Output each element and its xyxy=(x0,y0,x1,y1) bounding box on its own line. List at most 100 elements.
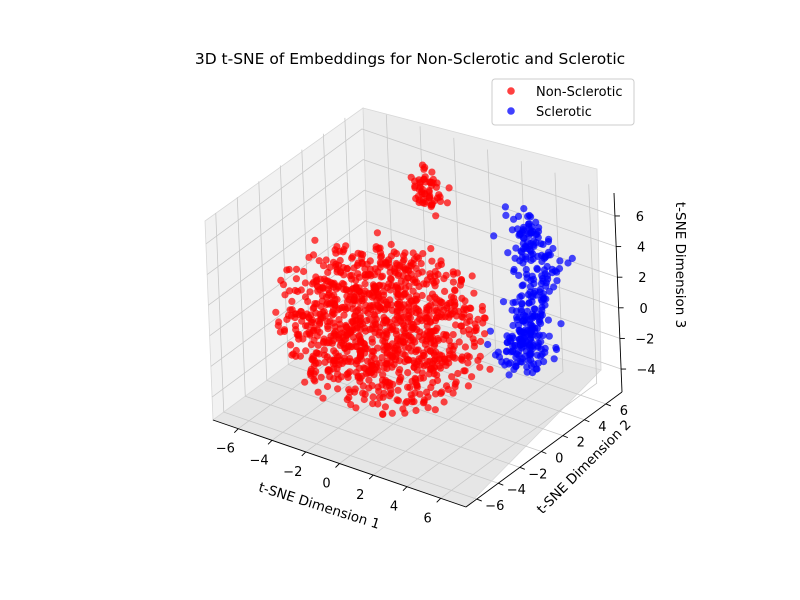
y-tick-label: −2 xyxy=(528,467,547,482)
point-non-sclerotic xyxy=(334,385,342,393)
point-non-sclerotic xyxy=(335,316,343,324)
point-non-sclerotic xyxy=(418,291,426,300)
point-non-sclerotic xyxy=(408,341,416,349)
point-non-sclerotic xyxy=(343,286,351,294)
point-non-sclerotic xyxy=(419,399,427,407)
point-non-sclerotic xyxy=(292,265,301,273)
point-non-sclerotic xyxy=(331,323,339,331)
point-sclerotic xyxy=(525,299,533,307)
point-non-sclerotic xyxy=(461,367,469,375)
point-non-sclerotic xyxy=(464,382,472,390)
point-non-sclerotic xyxy=(299,312,307,320)
x-tick-label: 2 xyxy=(356,488,364,503)
point-non-sclerotic xyxy=(312,309,320,317)
point-non-sclerotic xyxy=(420,362,428,370)
point-non-sclerotic xyxy=(395,369,403,377)
point-non-sclerotic xyxy=(401,343,409,351)
point-non-sclerotic xyxy=(350,312,359,320)
z-tick-label: −4 xyxy=(636,363,655,378)
point-non-sclerotic xyxy=(449,278,457,286)
point-non-sclerotic xyxy=(377,273,385,281)
point-non-sclerotic xyxy=(451,301,459,309)
point-non-sclerotic xyxy=(378,354,386,362)
point-sclerotic xyxy=(509,215,518,223)
legend-label-sclerotic: Sclerotic xyxy=(536,105,592,120)
point-non-sclerotic xyxy=(413,381,421,389)
point-non-sclerotic xyxy=(340,341,348,349)
point-non-sclerotic xyxy=(432,327,440,335)
point-non-sclerotic xyxy=(451,307,459,315)
point-non-sclerotic xyxy=(281,291,289,299)
point-non-sclerotic xyxy=(335,334,343,342)
y-axis-line xyxy=(465,391,623,508)
z-tick-label: 2 xyxy=(638,271,646,286)
point-sclerotic xyxy=(541,348,549,356)
point-sclerotic xyxy=(523,368,531,376)
point-non-sclerotic xyxy=(332,285,340,293)
point-sclerotic xyxy=(519,259,527,267)
point-non-sclerotic xyxy=(419,374,428,382)
point-non-sclerotic xyxy=(387,386,395,394)
point-non-sclerotic xyxy=(420,280,428,288)
point-non-sclerotic xyxy=(428,168,436,176)
point-non-sclerotic xyxy=(407,391,415,399)
point-sclerotic xyxy=(521,352,529,360)
point-non-sclerotic xyxy=(279,281,288,289)
point-non-sclerotic xyxy=(440,398,448,406)
point-sclerotic xyxy=(508,226,516,234)
point-non-sclerotic xyxy=(394,285,402,294)
point-non-sclerotic xyxy=(445,337,453,345)
point-sclerotic xyxy=(529,275,538,283)
point-sclerotic xyxy=(539,240,547,248)
point-sclerotic xyxy=(510,365,518,373)
point-non-sclerotic xyxy=(431,406,439,414)
point-non-sclerotic xyxy=(322,277,330,285)
point-non-sclerotic xyxy=(457,322,466,330)
z-tick-label: 0 xyxy=(639,302,647,317)
point-non-sclerotic xyxy=(449,270,458,278)
x-tick-mark xyxy=(233,428,239,434)
point-non-sclerotic xyxy=(361,280,369,288)
x-tick-mark xyxy=(368,474,374,480)
grid-line-y xyxy=(258,181,520,468)
point-sclerotic xyxy=(550,283,558,291)
point-non-sclerotic xyxy=(361,390,369,398)
point-non-sclerotic xyxy=(388,363,396,371)
point-non-sclerotic xyxy=(350,264,358,272)
point-non-sclerotic xyxy=(372,285,380,293)
point-sclerotic xyxy=(523,274,531,282)
legend-marker-non-sclerotic xyxy=(507,87,515,95)
point-non-sclerotic xyxy=(461,343,469,351)
point-non-sclerotic xyxy=(357,339,365,347)
point-non-sclerotic xyxy=(325,291,333,299)
point-non-sclerotic xyxy=(454,369,462,378)
point-non-sclerotic xyxy=(361,271,369,279)
point-non-sclerotic xyxy=(449,389,457,397)
point-non-sclerotic xyxy=(478,302,486,311)
x-tick-label: −6 xyxy=(216,442,235,457)
point-non-sclerotic xyxy=(415,198,423,207)
point-non-sclerotic xyxy=(328,311,336,319)
point-sclerotic xyxy=(544,316,553,324)
point-non-sclerotic xyxy=(331,302,339,310)
point-non-sclerotic xyxy=(310,375,318,384)
point-non-sclerotic xyxy=(419,250,427,258)
y-tick-label: 2 xyxy=(577,436,585,451)
point-non-sclerotic xyxy=(322,256,330,264)
point-non-sclerotic xyxy=(397,313,406,321)
x-tick-label: 4 xyxy=(390,500,398,515)
point-non-sclerotic xyxy=(365,376,373,384)
point-non-sclerotic xyxy=(306,288,314,296)
point-non-sclerotic xyxy=(315,257,323,265)
point-non-sclerotic xyxy=(291,314,299,322)
point-non-sclerotic xyxy=(449,331,457,339)
point-sclerotic xyxy=(519,234,528,242)
grid-line-x xyxy=(339,149,496,464)
point-non-sclerotic xyxy=(392,250,401,258)
point-sclerotic xyxy=(557,320,565,328)
point-non-sclerotic xyxy=(445,347,453,355)
point-non-sclerotic xyxy=(436,297,444,305)
point-non-sclerotic xyxy=(455,338,463,346)
point-non-sclerotic xyxy=(442,271,450,279)
point-non-sclerotic xyxy=(300,267,308,276)
